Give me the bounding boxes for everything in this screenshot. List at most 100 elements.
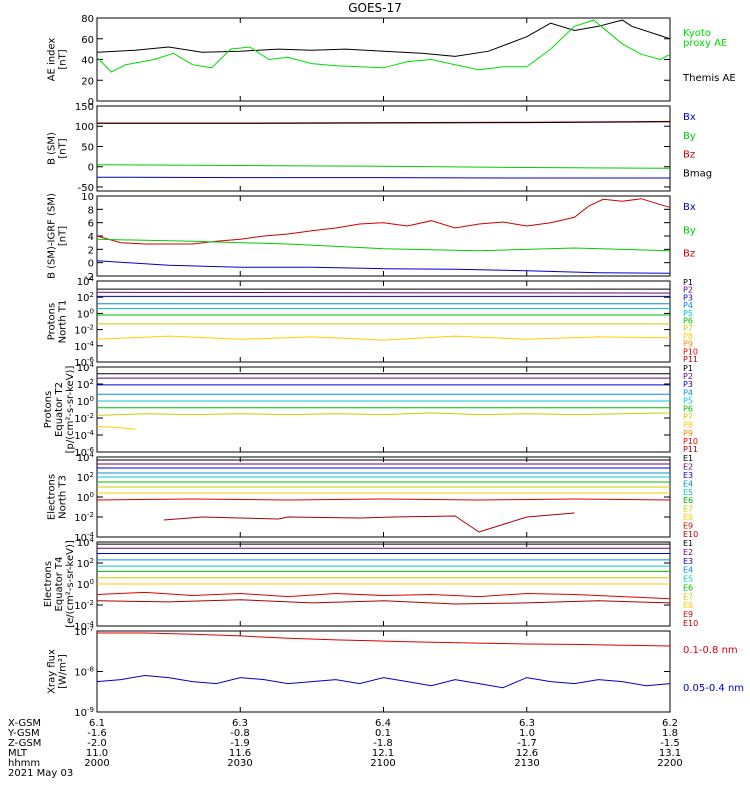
- series-0-1-0-8-nm: [97, 632, 671, 647]
- y-tick-label: 20: [81, 76, 94, 87]
- y-tick-label: 102: [77, 291, 94, 304]
- legend-label: E10: [683, 530, 698, 539]
- ephemeris-value: 1.8: [662, 728, 678, 739]
- ephemeris-value: 2200: [657, 758, 682, 769]
- legend-label: P10: [683, 347, 698, 356]
- ephemeris-value: 11.6: [229, 748, 251, 759]
- legend-label: P11: [683, 355, 698, 364]
- legend-label: E7: [683, 592, 693, 601]
- series-p7: [96, 412, 671, 416]
- y-tick-label: 100: [77, 395, 94, 408]
- legend-label: P10: [683, 437, 698, 446]
- y-tick-label: 80: [81, 14, 94, 25]
- legend-label: E10: [683, 619, 698, 628]
- y-tick-label: 10-7: [74, 625, 94, 638]
- legend-label: E3: [683, 471, 693, 480]
- legend-label: P9: [683, 340, 693, 349]
- ephemeris-label: MLT: [8, 748, 28, 759]
- y-axis-title: [nT]: [58, 226, 69, 246]
- legend-label: Bx: [683, 112, 696, 123]
- ephemeris-value: 13.1: [659, 748, 681, 759]
- legend-label: Bx: [683, 202, 696, 213]
- y-axis-title: Equator T4: [54, 557, 65, 612]
- ephemeris-label: Y-GSM: [7, 728, 40, 739]
- panel-frame: [96, 195, 671, 277]
- panel-b: 150 100 50 0 -50 B (SM) [nT] Bx By Bz Bmag: [47, 102, 713, 194]
- legend-label: By: [683, 225, 696, 236]
- legend-label: Bz: [683, 249, 695, 260]
- legend-label: By: [683, 131, 696, 142]
- legend-label: E9: [683, 610, 693, 619]
- y-tick-label: 10-4: [74, 340, 94, 353]
- y-axis-title: B (SM)-IGRF (SM): [47, 193, 58, 279]
- legend-label: P5: [683, 309, 693, 318]
- legend-label: E4: [683, 479, 693, 488]
- legend-label: Bmag: [683, 168, 712, 179]
- plot-date: 2021 May 03: [8, 768, 73, 779]
- y-tick-label: -50: [78, 183, 94, 194]
- legend-label: P3: [683, 293, 693, 302]
- y-tick-label: 10-2: [74, 412, 94, 425]
- legend-label: P8: [683, 421, 693, 430]
- y-axis-title: [nT]: [58, 49, 69, 69]
- legend-label: P4: [683, 301, 693, 310]
- y-tick-label: 60: [81, 35, 94, 46]
- legend-label: E8: [683, 513, 693, 522]
- ephemeris-value: 2100: [370, 758, 395, 769]
- legend-label: P8: [683, 332, 693, 341]
- series-bx: [96, 260, 671, 274]
- legend-label: Themis AE: [682, 73, 736, 84]
- series-bx: [96, 176, 670, 179]
- series-p8: [96, 335, 671, 341]
- y-tick-label: 8: [88, 205, 94, 216]
- ephemeris-value: -1.6: [87, 728, 107, 739]
- y-tick-label: 104: [77, 451, 95, 464]
- y-tick-label: 50: [81, 142, 94, 153]
- legend-label: P2: [683, 286, 693, 295]
- ephemeris-label: hhmm: [8, 758, 40, 769]
- ephemeris-value: 0.1: [375, 728, 391, 739]
- y-axis-title: North T3: [58, 475, 69, 519]
- y-axis-title: Protons: [43, 391, 54, 428]
- y-axis-title: Equator T2: [54, 382, 65, 437]
- series-0-05-0-4-nm: [96, 674, 671, 689]
- legend-label: E2: [683, 548, 693, 557]
- y-tick-label: 6: [88, 219, 94, 230]
- y-axis-title: Xray flux: [47, 649, 58, 694]
- ephemeris-footer: X-GSM 6.1 6.3 6.4 6.3 6.2 Y-GSM -1.6 -0.8 0.1 1.0 1…: [7, 718, 683, 779]
- legend-label: P7: [683, 413, 693, 422]
- ephemeris-value: -1.5: [660, 738, 680, 749]
- y-tick-label: 100: [75, 122, 94, 133]
- legend-label: P1: [683, 364, 693, 373]
- y-tick-label: 10: [81, 192, 94, 203]
- y-tick-label: 10-2: [74, 599, 94, 612]
- y-tick-label: 100: [77, 307, 94, 320]
- legend-label: E6: [683, 496, 693, 505]
- y-axis-title: [W/m²]: [58, 654, 69, 689]
- panel-frame: [96, 630, 671, 713]
- y-axis-title: AE index: [47, 38, 58, 82]
- legend-label: E5: [683, 575, 693, 584]
- series-kyoto-proxy-ae: [96, 19, 671, 73]
- y-tick-label: 104: [77, 536, 95, 549]
- legend-label: E4: [683, 566, 693, 575]
- y-tick-label: 150: [75, 102, 94, 113]
- ephemeris-value: 1.0: [519, 728, 535, 739]
- legend-label: P6: [683, 405, 693, 414]
- legend-label: 0.05-0.4 nm: [683, 683, 744, 694]
- series-p2: [96, 291, 671, 294]
- y-tick-label: 100: [77, 578, 94, 591]
- panel-frame: [96, 456, 671, 538]
- series-p8: [96, 426, 136, 430]
- y-tick-label: 10-4: [74, 429, 94, 442]
- y-axis-title: B (SM): [47, 132, 58, 165]
- y-tick-label: 100: [77, 491, 94, 504]
- ephemeris-value: -2.0: [87, 738, 107, 749]
- ephemeris-value: 12.6: [516, 748, 538, 759]
